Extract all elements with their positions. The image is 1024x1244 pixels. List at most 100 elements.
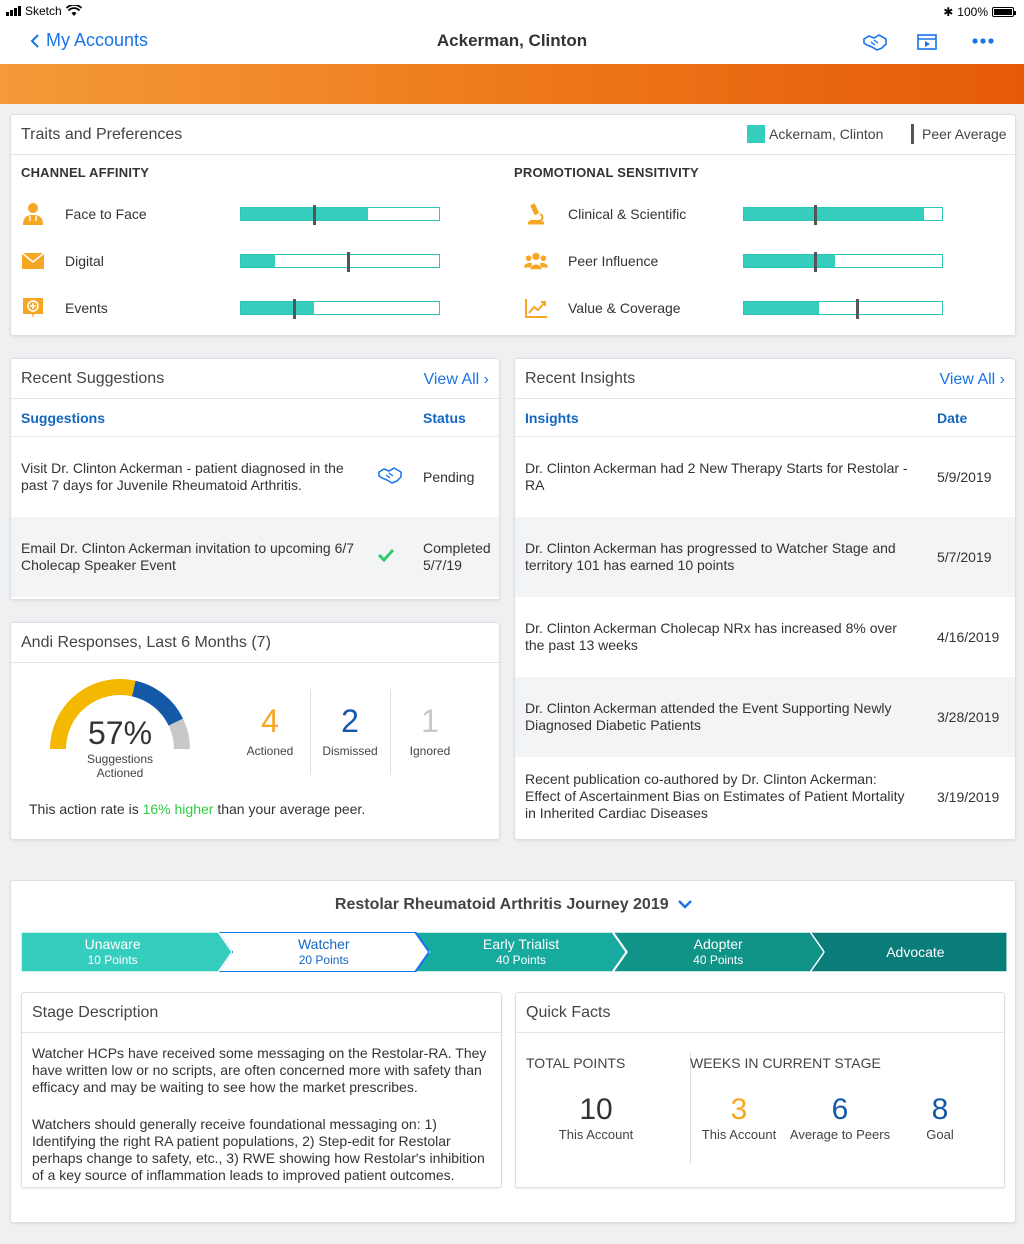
total-points-heading: TOTAL POINTS: [526, 1055, 626, 1071]
journey-selector[interactable]: Restolar Rheumatoid Arthritis Journey 20…: [11, 896, 1017, 914]
trait-label: Face to Face: [65, 205, 147, 222]
gauge-dismissed-arc: [131, 680, 184, 726]
stage-paragraph-1: Watcher HCPs have received some messagin…: [32, 1045, 487, 1095]
insight-text: Dr. Clinton Ackerman had 2 New Therapy S…: [525, 460, 908, 493]
insight-row[interactable]: Dr. Clinton Ackerman attended the Event …: [515, 677, 1015, 757]
insight-row[interactable]: Dr. Clinton Ackerman Cholecap NRx has in…: [515, 597, 1015, 677]
peer-average-marker: [855, 298, 859, 319]
journey-step[interactable]: Watcher 20 Points: [218, 932, 430, 972]
suggestion-row[interactable]: Visit Dr. Clinton Ackerman - patient dia…: [11, 437, 499, 517]
trait-label: Digital: [65, 252, 104, 269]
stage-description-card: Stage Description Watcher HCPs have rece…: [21, 992, 502, 1188]
facts-header: Quick Facts: [516, 993, 1004, 1033]
suggestion-row[interactable]: Email Dr. Clinton Ackerman invitation to…: [11, 517, 499, 597]
insights-card: Recent Insights View All › Insights Date…: [514, 358, 1016, 840]
handshake-icon: [378, 467, 402, 484]
actioned-stat: 4 Actioned: [231, 703, 309, 758]
insight-row[interactable]: Dr. Clinton Ackerman had 2 New Therapy S…: [515, 437, 1015, 517]
total-points-label: This Account: [558, 1127, 634, 1142]
suggestion-text: Email Dr. Clinton Ackerman invitation to…: [21, 540, 355, 573]
actioned-label: Actioned: [246, 744, 294, 758]
trait-bar: [743, 251, 943, 272]
step-points: 40 Points: [693, 953, 744, 967]
insight-date: 4/16/2019: [937, 629, 1000, 645]
trait-bar-fill: [744, 254, 836, 267]
weeks-account-value: 3: [730, 1093, 748, 1126]
status-bar: Sketch ✱ 100%: [0, 0, 1024, 22]
insights-view-all-link[interactable]: View All ›: [939, 371, 1005, 389]
divider: [390, 689, 391, 775]
action-rate-note: This action rate is 16% higher than your…: [29, 801, 365, 817]
andi-title: Andi Responses, Last 6 Months (7): [21, 634, 271, 651]
note-highlight: 16% higher: [142, 801, 214, 817]
legend-self-swatch: [747, 125, 765, 143]
ignored-count: 1: [421, 703, 439, 739]
actioned-gauge: [50, 679, 190, 750]
more-icon[interactable]: [972, 36, 994, 46]
legend-peer-marker: [911, 124, 914, 144]
peer-average-marker: [293, 298, 297, 319]
journey-step[interactable]: Early Trialist 40 Points: [415, 932, 627, 972]
presentation-icon[interactable]: [916, 31, 938, 53]
trait-bar: [240, 251, 440, 272]
quick-facts-card: Quick Facts TOTAL POINTS WEEKS IN CURREN…: [515, 992, 1005, 1188]
step-shape: [21, 932, 233, 972]
promo-sensitivity-list: Clinical & Scientific Peer Influence Value…: [524, 190, 1004, 331]
journey-step[interactable]: Adopter 40 Points: [612, 932, 824, 972]
trait-row: Events: [21, 284, 501, 331]
insight-text: Recent publication co-authored by Dr. Cl…: [525, 771, 905, 821]
step-shape: [612, 932, 824, 972]
suggestions-view-all-link[interactable]: View All ›: [423, 371, 489, 389]
facts-title: Quick Facts: [526, 1004, 611, 1021]
status-date: 5/7/19: [423, 557, 462, 573]
traits-title: Traits and Preferences: [21, 126, 183, 143]
legend-self-label: Ackernam, Clinton: [769, 126, 884, 142]
battery-icon: [992, 7, 1016, 17]
insight-date: 3/28/2019: [937, 709, 1000, 725]
weeks-heading: WEEKS IN CURRENT STAGE: [690, 1055, 881, 1071]
trait-label: Peer Influence: [568, 252, 659, 269]
trait-row: Value & Coverage: [524, 284, 1004, 331]
insight-row[interactable]: Recent publication co-authored by Dr. Cl…: [515, 757, 1015, 837]
peer-average-marker: [814, 251, 818, 272]
chevron-right-icon: ›: [999, 371, 1005, 388]
journey-stepper: Unaware 10 Points Watcher 20 Points Early Tr…: [21, 932, 1007, 972]
gauge-percent: 57%: [87, 715, 153, 751]
trait-bar-fill: [241, 254, 275, 267]
insight-row[interactable]: Dr. Clinton Ackerman has progressed to W…: [515, 517, 1015, 597]
stage-title: Stage Description: [32, 1004, 159, 1021]
trait-bar-fill: [241, 207, 368, 220]
insight-text: Dr. Clinton Ackerman has progressed to W…: [525, 540, 896, 573]
trait-row: Face to Face: [21, 190, 501, 237]
suggestions-title: Recent Suggestions: [21, 370, 165, 387]
gauge-caption: Suggestions Actioned: [86, 752, 154, 780]
suggestion-text: Visit Dr. Clinton Ackerman - patient dia…: [21, 460, 344, 493]
trait-label: Events: [65, 299, 108, 316]
trait-label: Value & Coverage: [568, 299, 681, 316]
journey-title: Restolar Rheumatoid Arthritis Journey 20…: [334, 896, 669, 913]
col-suggestions: Suggestions: [21, 410, 106, 426]
back-button[interactable]: My Accounts: [30, 30, 148, 51]
traits-card: Traits and Preferences Ackernam, Clinton…: [10, 114, 1016, 336]
battery-percent: 100%: [957, 5, 988, 19]
journey-step[interactable]: Advocate: [809, 932, 1007, 972]
trait-bar: [743, 298, 943, 319]
col-date: Date: [937, 410, 968, 426]
step-name: Adopter: [693, 936, 743, 952]
trait-bar-fill: [744, 207, 925, 220]
status-text: Completed: [423, 540, 491, 556]
peer-average-marker: [346, 251, 350, 272]
trait-bar-fill: [744, 301, 820, 314]
peer-average-marker: [313, 204, 317, 225]
stage-paragraph-2: Watchers should generally receive founda…: [32, 1116, 485, 1183]
journey-step[interactable]: Unaware 10 Points: [21, 932, 233, 972]
suggestion-status: Completed 5/7/19: [423, 540, 491, 574]
step-name: Advocate: [886, 944, 945, 960]
handshake-icon[interactable]: [862, 31, 888, 53]
step-label-group: Early Trialist 40 Points: [429, 936, 612, 968]
journey-card: Restolar Rheumatoid Arthritis Journey 20…: [10, 880, 1016, 1223]
trend-chart-icon: [524, 296, 548, 320]
microscope-icon: [524, 202, 548, 226]
chevron-left-icon: [30, 33, 39, 48]
weeks-goal-value: 8: [931, 1093, 949, 1126]
